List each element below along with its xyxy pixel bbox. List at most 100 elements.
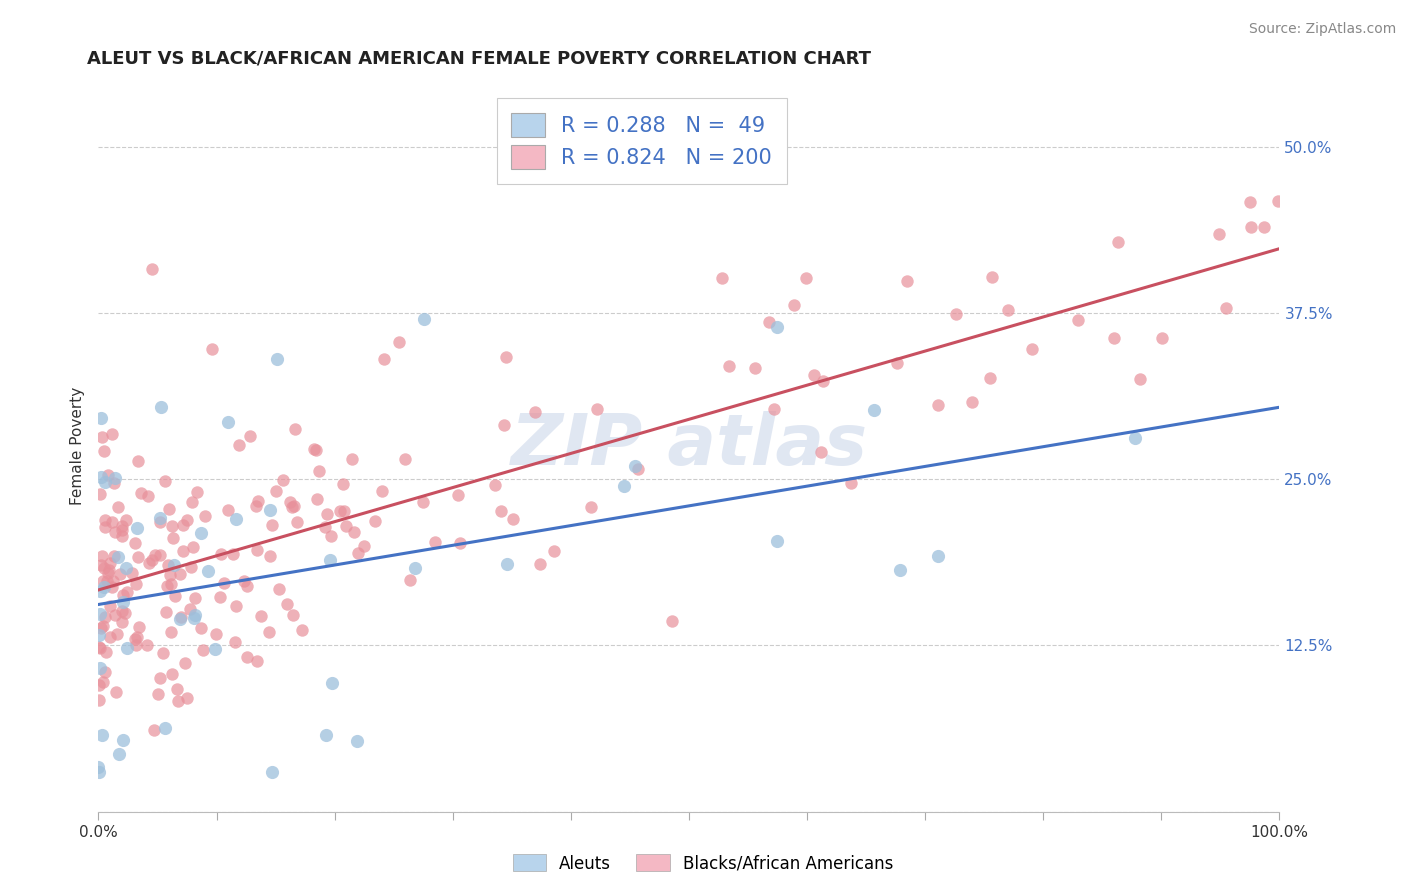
Point xyxy=(114,561,136,575)
Point xyxy=(87,640,110,655)
Point xyxy=(284,421,307,435)
Point xyxy=(165,589,187,603)
Point xyxy=(217,415,239,429)
Point xyxy=(624,458,647,473)
Point xyxy=(204,642,226,657)
Point xyxy=(107,747,129,761)
Point xyxy=(174,656,197,670)
Point xyxy=(114,607,136,621)
Point xyxy=(744,361,766,376)
Point xyxy=(97,468,120,483)
Point xyxy=(1129,372,1152,386)
Point xyxy=(839,476,862,491)
Point xyxy=(342,452,364,467)
Point xyxy=(115,585,138,599)
Point xyxy=(152,646,174,660)
Point xyxy=(176,513,198,527)
Point xyxy=(107,500,129,515)
Point xyxy=(794,270,817,285)
Legend: Aleuts, Blacks/African Americans: Aleuts, Blacks/African Americans xyxy=(506,847,900,880)
Point xyxy=(150,400,173,414)
Point xyxy=(783,297,806,311)
Point xyxy=(111,588,134,602)
Point xyxy=(758,314,780,328)
Point xyxy=(1267,194,1289,208)
Point xyxy=(184,591,207,605)
Point xyxy=(245,500,267,514)
Point xyxy=(285,515,308,529)
Point xyxy=(321,528,343,542)
Point xyxy=(201,342,224,356)
Point xyxy=(103,475,125,490)
Point xyxy=(111,529,134,543)
Point xyxy=(160,518,183,533)
Point xyxy=(979,371,1001,385)
Point xyxy=(259,503,281,517)
Point xyxy=(886,356,908,370)
Point xyxy=(124,536,146,550)
Text: Source: ZipAtlas.com: Source: ZipAtlas.com xyxy=(1249,22,1396,37)
Point xyxy=(162,532,184,546)
Point xyxy=(96,574,118,588)
Point xyxy=(190,621,212,635)
Point xyxy=(91,574,114,588)
Point xyxy=(347,546,370,560)
Point xyxy=(183,611,205,625)
Point xyxy=(328,504,350,518)
Point xyxy=(235,650,257,665)
Point xyxy=(149,515,172,529)
Point xyxy=(112,594,135,608)
Point xyxy=(246,543,269,558)
Point xyxy=(98,556,121,570)
Point xyxy=(153,474,176,488)
Point xyxy=(172,544,194,558)
Point xyxy=(107,549,129,564)
Point xyxy=(149,671,172,685)
Point xyxy=(1107,235,1129,249)
Point xyxy=(111,615,134,629)
Point xyxy=(94,665,117,679)
Point xyxy=(319,552,342,566)
Point xyxy=(93,609,115,624)
Point xyxy=(87,678,110,692)
Point xyxy=(766,534,789,549)
Point xyxy=(170,610,193,624)
Point xyxy=(141,261,163,276)
Point xyxy=(1239,194,1261,209)
Point xyxy=(264,483,287,498)
Point xyxy=(127,453,149,467)
Point xyxy=(205,627,228,641)
Point xyxy=(980,269,1002,284)
Point xyxy=(169,567,191,582)
Point xyxy=(236,579,259,593)
Point xyxy=(90,728,112,742)
Point xyxy=(127,521,149,535)
Point xyxy=(1021,342,1043,356)
Point xyxy=(495,350,517,364)
Point xyxy=(186,485,208,500)
Point xyxy=(153,721,176,735)
Point xyxy=(90,558,112,573)
Point xyxy=(302,442,325,456)
Point xyxy=(128,620,150,634)
Point xyxy=(494,417,516,432)
Text: ALEUT VS BLACK/AFRICAN AMERICAN FEMALE POVERTY CORRELATION CHART: ALEUT VS BLACK/AFRICAN AMERICAN FEMALE P… xyxy=(87,50,870,68)
Point xyxy=(266,351,288,366)
Point xyxy=(160,577,183,591)
Point xyxy=(148,687,170,701)
Point xyxy=(93,475,115,490)
Point xyxy=(387,335,409,350)
Point xyxy=(105,627,128,641)
Point xyxy=(89,660,111,674)
Point xyxy=(197,564,219,578)
Point xyxy=(283,607,305,622)
Point xyxy=(233,574,256,589)
Point xyxy=(89,487,111,501)
Point xyxy=(997,303,1019,318)
Point xyxy=(93,444,115,458)
Point xyxy=(661,614,683,628)
Point xyxy=(813,374,835,388)
Point xyxy=(97,563,120,577)
Point xyxy=(412,495,434,509)
Point xyxy=(181,541,204,555)
